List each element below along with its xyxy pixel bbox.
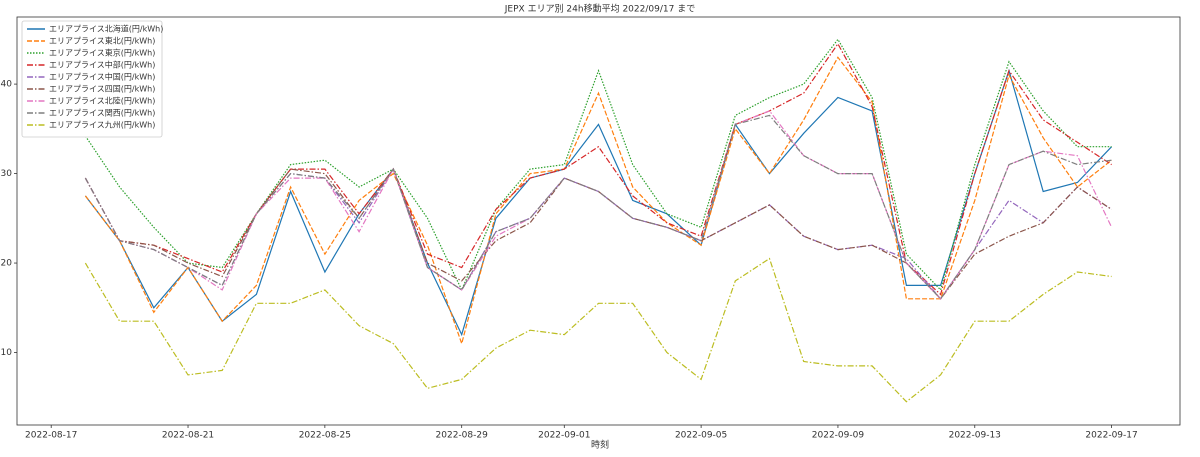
legend-label: エリアプライス四国(円/kWh) xyxy=(49,85,155,94)
series-line xyxy=(84,114,1112,300)
series-line xyxy=(84,167,1112,300)
x-tick-label: 2022-09-17 xyxy=(1085,431,1137,441)
y-tick-label: 40 xyxy=(1,80,13,90)
legend-label: エリアプライス東京(円/kWh) xyxy=(49,48,155,58)
x-tick-label: 2022-08-21 xyxy=(162,431,214,441)
legend-label: エリアプライス中部(円/kWh) xyxy=(49,60,155,70)
plot-frame xyxy=(16,16,1181,426)
series-line xyxy=(84,68,1113,337)
legend-label: エリアプライス北海道(円/kWh) xyxy=(49,24,163,34)
x-tick-label: 2022-08-17 xyxy=(25,431,77,441)
legend-label: エリアプライス中国(円/kWh) xyxy=(49,72,155,82)
x-tick-label: 2022-09-09 xyxy=(812,431,865,441)
chart-title: JEPX エリア別 24h移動平均 2022/09/17 まで xyxy=(504,3,695,15)
legend-label: エリアプライス関西(円/kWh) xyxy=(49,109,155,118)
series-line xyxy=(84,110,1113,300)
series-line xyxy=(84,167,1112,300)
x-tick-label: 2022-09-01 xyxy=(538,431,590,441)
series-line xyxy=(84,257,1112,403)
y-tick-label: 20 xyxy=(1,259,13,269)
x-tick-label: 2022-08-29 xyxy=(436,431,489,441)
x-tick-label: 2022-09-05 xyxy=(675,431,727,441)
x-tick-label: 2022-08-25 xyxy=(299,431,351,441)
legend-label: エリアプライス東北(円/kWh) xyxy=(49,36,155,46)
legend-label: エリアプライス北陸(円/kWh) xyxy=(49,96,155,106)
series-line xyxy=(84,42,1112,296)
x-axis-label: 時刻 xyxy=(591,439,609,451)
legend-label: エリアプライス九州(円/kWh) xyxy=(49,121,155,130)
series-line xyxy=(84,56,1112,346)
x-tick-label: 2022-09-13 xyxy=(949,431,1001,441)
y-tick-label: 10 xyxy=(1,348,13,358)
legend-box xyxy=(21,20,163,138)
y-tick-label: 30 xyxy=(1,169,13,179)
